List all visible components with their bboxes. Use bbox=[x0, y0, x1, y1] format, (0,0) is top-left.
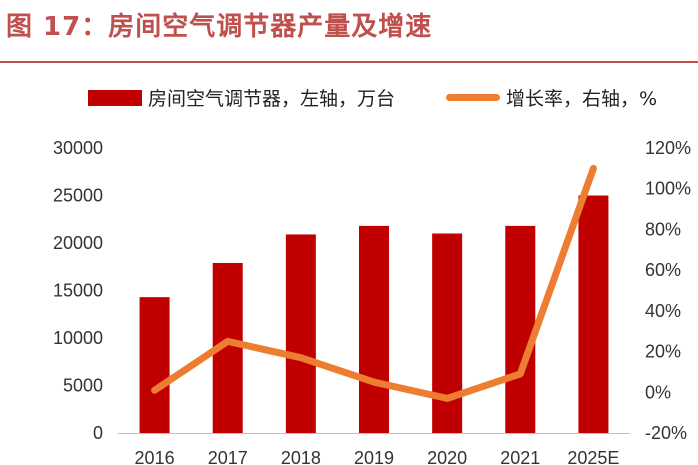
legend-label-bar: 房间空气调节器，左轴，万台 bbox=[148, 88, 396, 110]
x-tick-label: 2017 bbox=[208, 448, 248, 465]
y-left-tick-label: 20000 bbox=[53, 233, 103, 253]
x-tick-label: 2025E bbox=[567, 448, 619, 465]
legend-label-line: 增长率，右轴，% bbox=[506, 88, 658, 110]
y-right-tick-label: 100% bbox=[645, 179, 691, 199]
y-right-tick-label: 40% bbox=[645, 301, 681, 321]
y-right-tick-label: 20% bbox=[645, 342, 681, 362]
x-tick-label: 2018 bbox=[281, 448, 321, 465]
y-left-tick-label: 25000 bbox=[53, 186, 103, 206]
y-left-tick-label: 30000 bbox=[53, 138, 103, 158]
bar-2020 bbox=[432, 233, 463, 433]
x-tick-label: 2021 bbox=[500, 448, 540, 465]
legend: 房间空气调节器，左轴，万台 增长率，右轴，% bbox=[0, 84, 698, 110]
bar-2016 bbox=[139, 297, 170, 433]
bar-2019 bbox=[359, 225, 389, 433]
bar-2018 bbox=[285, 234, 316, 433]
y-right-tick-label: -20% bbox=[645, 423, 687, 443]
y-left-tick-label: 5000 bbox=[63, 376, 103, 396]
legend-swatch-line bbox=[446, 94, 500, 101]
bar-2021 bbox=[505, 225, 536, 433]
legend-item-line: 增长率，右轴，% bbox=[446, 84, 657, 111]
legend-swatch-bar bbox=[88, 89, 142, 106]
y-left-tick-label: 10000 bbox=[53, 328, 103, 348]
title-rule bbox=[0, 61, 698, 63]
x-tick-label: 2016 bbox=[135, 448, 175, 465]
legend-item-bar: 房间空气调节器，左轴，万台 bbox=[88, 84, 395, 111]
figure-title: 图 17：房间空气调节器产量及增速 bbox=[6, 12, 433, 42]
y-left-tick-label: 15000 bbox=[53, 281, 103, 301]
y-right-tick-label: 120% bbox=[645, 138, 691, 158]
y-left-tick-label: 0 bbox=[93, 423, 103, 443]
bar-2025E bbox=[578, 195, 609, 433]
y-right-tick-label: 0% bbox=[645, 382, 671, 402]
y-right-tick-label: 60% bbox=[645, 260, 681, 280]
x-tick-label: 2020 bbox=[427, 448, 467, 465]
growth-rate-line bbox=[151, 164, 597, 402]
x-tick-label: 2019 bbox=[354, 448, 394, 465]
y-right-tick-label: 80% bbox=[645, 219, 681, 239]
